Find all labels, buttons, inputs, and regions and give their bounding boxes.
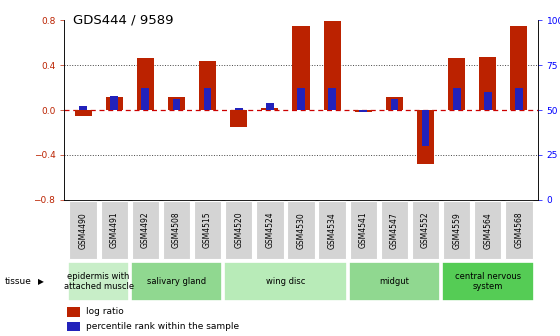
Bar (324, 21, 340, 110)
Bar (443, 201, 470, 259)
Bar (67, 322, 80, 331)
Bar (262, 108, 278, 110)
Text: midgut: midgut (380, 277, 409, 286)
Bar (328, 88, 336, 110)
Text: GSM4490: GSM4490 (78, 212, 87, 249)
Text: GSM4534: GSM4534 (328, 212, 337, 249)
Text: GSM4564: GSM4564 (483, 212, 492, 249)
Text: GSM4508: GSM4508 (172, 212, 181, 249)
Bar (74, 110, 92, 116)
Bar (199, 60, 216, 110)
Text: log ratio: log ratio (86, 307, 123, 317)
Text: GSM4520: GSM4520 (234, 212, 243, 249)
Bar (484, 92, 492, 110)
Text: GSM4547: GSM4547 (390, 212, 399, 249)
Bar (68, 262, 129, 301)
Bar (349, 262, 440, 301)
Text: GSM4491: GSM4491 (110, 212, 119, 249)
Bar (204, 88, 212, 110)
Text: wing disc: wing disc (266, 277, 305, 286)
Text: GSM4492: GSM4492 (141, 212, 150, 249)
Text: GSM4541: GSM4541 (359, 212, 368, 249)
Bar (448, 58, 465, 110)
Text: GSM4515: GSM4515 (203, 212, 212, 249)
Bar (381, 201, 408, 259)
Bar (442, 262, 534, 301)
Bar (79, 107, 87, 110)
Bar (67, 307, 80, 317)
Bar (390, 99, 398, 110)
Bar (256, 201, 283, 259)
Bar (354, 110, 372, 112)
Bar (142, 88, 149, 110)
Text: GSM4530: GSM4530 (296, 212, 306, 249)
Bar (515, 88, 523, 110)
Bar (194, 201, 221, 259)
Bar (349, 201, 377, 259)
Bar (386, 96, 403, 110)
Bar (130, 262, 222, 301)
Bar (235, 108, 242, 110)
Bar (168, 96, 185, 110)
Bar (230, 110, 248, 127)
Bar (417, 110, 434, 164)
Text: tissue: tissue (4, 277, 31, 286)
Bar (453, 88, 460, 110)
Bar (106, 96, 123, 110)
Bar (360, 110, 367, 112)
Bar (287, 201, 315, 259)
Bar (510, 26, 528, 110)
Text: GSM4524: GSM4524 (265, 212, 274, 249)
Bar (422, 110, 430, 146)
Text: GSM4568: GSM4568 (515, 212, 524, 249)
Text: ▶: ▶ (38, 277, 44, 286)
Text: percentile rank within the sample: percentile rank within the sample (86, 322, 239, 331)
Bar (224, 262, 347, 301)
Bar (319, 201, 346, 259)
Bar (172, 99, 180, 110)
Bar (69, 201, 97, 259)
Text: GSM4552: GSM4552 (421, 212, 430, 249)
Bar (412, 201, 439, 259)
Bar (292, 26, 310, 110)
Text: epidermis with
attached muscle: epidermis with attached muscle (64, 272, 134, 291)
Text: central nervous
system: central nervous system (455, 272, 521, 291)
Text: GSM4559: GSM4559 (452, 212, 461, 249)
Bar (163, 201, 190, 259)
Bar (110, 96, 118, 110)
Bar (474, 201, 502, 259)
Bar (297, 88, 305, 110)
Text: salivary gland: salivary gland (147, 277, 206, 286)
Bar (479, 57, 496, 110)
Text: GDS444 / 9589: GDS444 / 9589 (73, 13, 173, 27)
Bar (100, 201, 128, 259)
Bar (132, 201, 159, 259)
Bar (225, 201, 253, 259)
Bar (505, 201, 533, 259)
Bar (266, 103, 274, 110)
Bar (137, 58, 154, 110)
